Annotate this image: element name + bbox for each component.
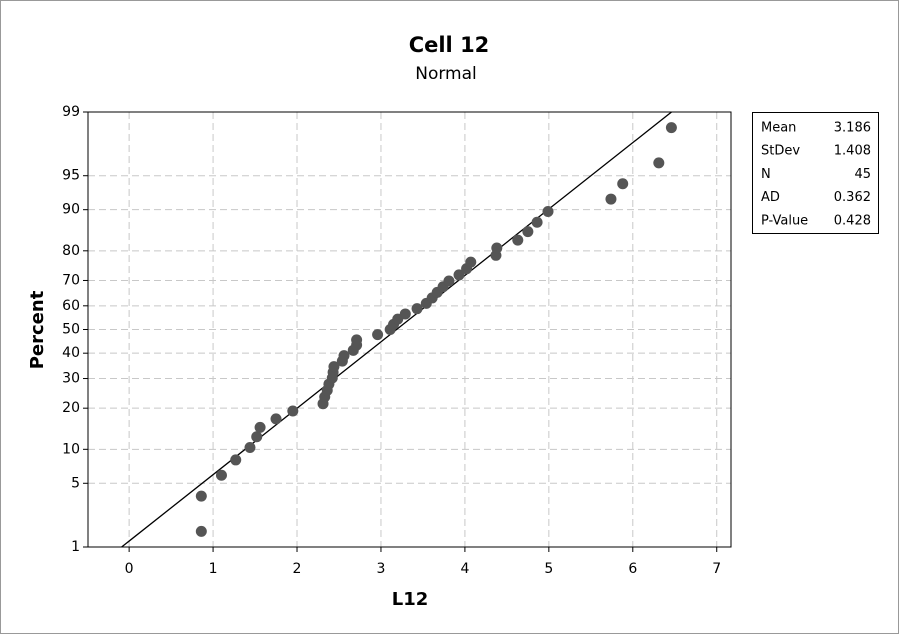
x-tick-label: 1 — [209, 561, 218, 577]
y-tick-label: 10 — [62, 441, 80, 457]
point — [512, 234, 524, 246]
point — [443, 275, 455, 287]
x-tick-label: 3 — [376, 561, 385, 577]
point — [287, 405, 299, 417]
y-tick-label: 5 — [71, 475, 80, 491]
point — [230, 454, 242, 466]
point — [254, 421, 266, 433]
x-tick-label: 2 — [293, 561, 302, 577]
point — [665, 122, 677, 134]
point — [453, 269, 465, 281]
stat-value: 0.362 — [834, 190, 871, 205]
point — [605, 193, 617, 205]
point — [251, 431, 263, 443]
stat-label: Mean — [761, 121, 796, 136]
stat-label: AD — [761, 190, 780, 205]
point — [195, 525, 207, 537]
y-tick-label: 80 — [62, 243, 80, 259]
y-tick-label: 1 — [71, 539, 80, 555]
y-tick-label: 50 — [62, 322, 80, 338]
point — [617, 178, 629, 190]
point — [542, 206, 554, 218]
stat-value: 3.186 — [834, 121, 871, 136]
y-tick-label: 30 — [62, 371, 80, 387]
point — [399, 308, 411, 320]
x-tick-label: 4 — [460, 561, 469, 577]
y-tick-label: 40 — [62, 345, 80, 361]
point — [491, 242, 503, 254]
y-tick-label: 20 — [62, 400, 80, 416]
point — [465, 256, 477, 268]
stats-box — [752, 112, 879, 234]
stat-label: StDev — [761, 144, 800, 159]
point — [195, 490, 207, 502]
stat-value: 0.428 — [834, 213, 871, 228]
x-tick-label: 0 — [125, 561, 134, 577]
point — [411, 303, 423, 315]
point — [328, 361, 340, 373]
plot-area — [87, 111, 732, 548]
point — [531, 216, 543, 228]
point — [351, 334, 363, 346]
point — [215, 469, 227, 481]
x-tick-label: 6 — [628, 561, 637, 577]
point — [338, 350, 350, 362]
x-tick-label: 7 — [712, 561, 721, 577]
stat-label: N — [761, 167, 771, 182]
x-axis-label: L12 — [392, 589, 429, 610]
x-tick-label: 5 — [544, 561, 553, 577]
stat-value: 45 — [854, 167, 871, 182]
point — [372, 329, 384, 341]
point — [270, 413, 282, 425]
y-tick-label: 95 — [62, 168, 80, 184]
y-tick-label: 99 — [62, 104, 80, 120]
point — [244, 441, 256, 453]
chart-subtitle: Normal — [415, 64, 477, 84]
point — [653, 157, 665, 169]
chart-title: Cell 12 — [409, 33, 490, 57]
y-axis-label: Percent — [27, 290, 48, 369]
point — [522, 226, 534, 238]
stat-value: 1.408 — [834, 144, 871, 159]
y-tick-label: 60 — [62, 298, 80, 314]
y-tick-label: 70 — [62, 272, 80, 288]
fit-line — [120, 112, 673, 547]
stat-label: P-Value — [761, 213, 808, 228]
y-tick-label: 90 — [62, 202, 80, 218]
